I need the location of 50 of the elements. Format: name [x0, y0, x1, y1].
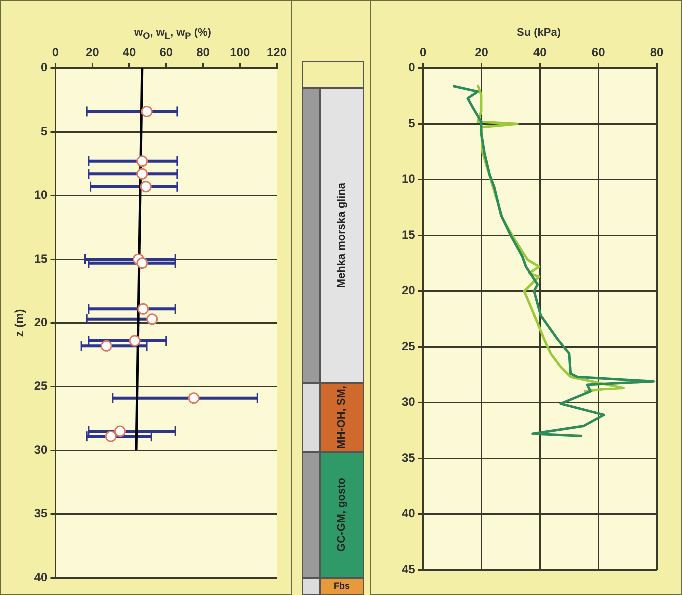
- y-tick-label: 5: [408, 116, 416, 130]
- soil-layer: Fbs: [320, 578, 364, 595]
- point: [188, 392, 200, 404]
- soil-layer: GC-GM, gosto: [320, 452, 364, 578]
- y-tick-label: 25: [34, 379, 48, 394]
- y-tick-label: 0: [41, 60, 48, 75]
- y-tick-label: 40: [402, 506, 416, 521]
- point: [114, 426, 126, 438]
- y-tick-label: 45: [402, 562, 416, 576]
- soil-layer: MH-OH, SM,: [320, 383, 364, 452]
- y-tick-label: 35: [402, 450, 416, 465]
- soil-layer: Mehka morska glina: [320, 88, 364, 383]
- point: [136, 168, 148, 180]
- x-tick-label: 100: [230, 46, 250, 60]
- x-tick-label: 80: [650, 46, 664, 60]
- x-tick-label: 60: [592, 46, 606, 60]
- point: [100, 340, 112, 352]
- y-tick-label: 30: [34, 442, 48, 457]
- y-tick-label: 5: [41, 124, 48, 138]
- y-tick-label: 20: [34, 316, 48, 330]
- x-tick-label: 60: [160, 46, 174, 60]
- y-tick-label: 30: [402, 395, 416, 410]
- x-tick-label: 40: [533, 46, 548, 60]
- point: [141, 106, 153, 118]
- x-tick-label: 0: [52, 46, 60, 60]
- point: [129, 335, 141, 347]
- point: [146, 314, 158, 326]
- y-tick-label: 25: [402, 339, 416, 354]
- y-tick-label: 20: [402, 284, 416, 298]
- y-tick-label: 10: [34, 188, 48, 202]
- y-tick-label: 15: [402, 228, 416, 242]
- x-tick-label: 120: [266, 46, 288, 60]
- y-tick-label: 10: [402, 172, 416, 186]
- point: [136, 258, 148, 270]
- y-tick-label: 0: [408, 60, 416, 75]
- x-axis-title: w$_{O}$, w$_{L}$, w$_{P}$ (%): [134, 27, 212, 42]
- x-tick-label: 20: [475, 46, 489, 60]
- point: [136, 156, 148, 168]
- y-tick-label: 40: [34, 570, 48, 584]
- x-tick-label: 20: [86, 46, 100, 60]
- x-axis-title: Su (kPa): [516, 27, 562, 39]
- x-tick-label: 40: [122, 46, 136, 60]
- y-axis-title: z (m): [12, 309, 27, 338]
- y-tick-label: 15: [34, 252, 48, 266]
- y-tick-label: 35: [34, 506, 48, 521]
- x-tick-label: 80: [196, 46, 210, 60]
- point: [138, 303, 150, 315]
- x-tick-label: 0: [420, 46, 428, 60]
- point: [140, 181, 152, 193]
- point: [105, 430, 117, 442]
